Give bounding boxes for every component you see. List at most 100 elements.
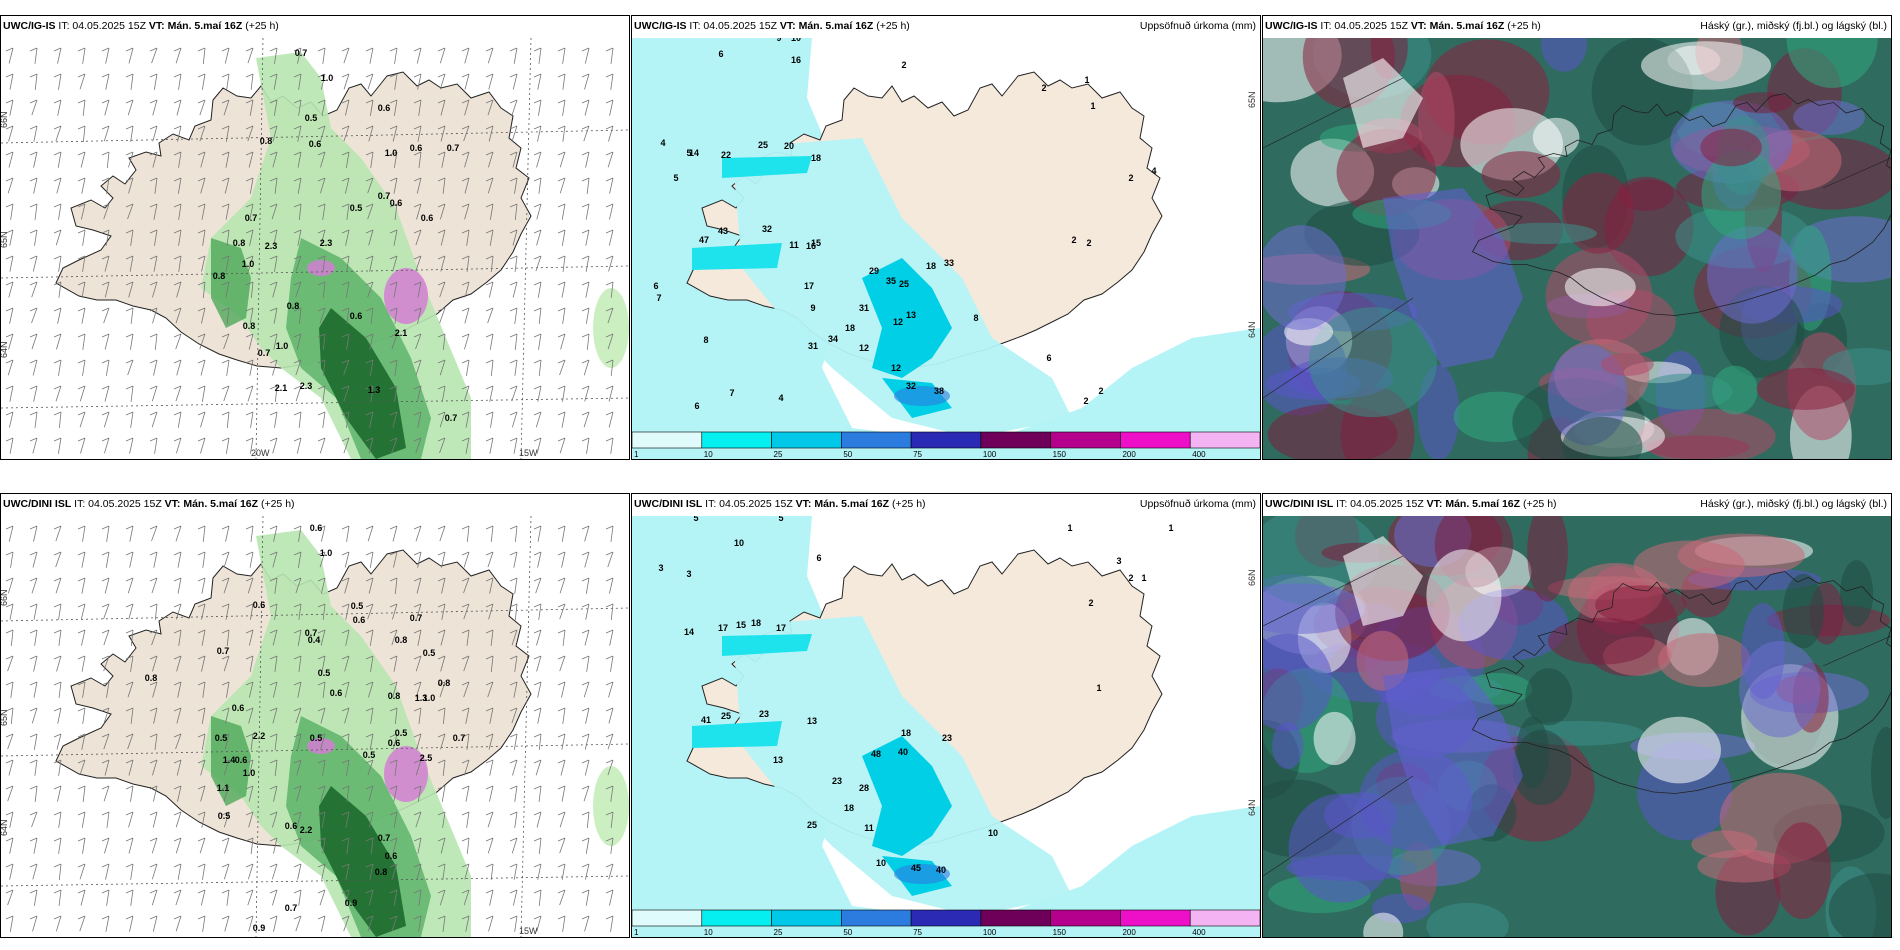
wind-barb (293, 655, 302, 672)
precip-value-label: 0.7 (305, 628, 318, 638)
wind-barb (365, 863, 374, 880)
wind-barb (149, 151, 158, 168)
wind-barb (581, 759, 590, 776)
wind-barb (125, 577, 134, 594)
wind-barb (245, 437, 254, 454)
wind-barb (389, 811, 398, 828)
wind-barb (365, 707, 374, 724)
wind-barb (509, 177, 518, 194)
wind-barb (101, 837, 110, 854)
wind-barb (509, 99, 518, 116)
cloud-patch (1527, 516, 1568, 602)
map-area[interactable]: 65N 64N 9 10 16 6 2 22 25 20 14 18 43 47 32 11 16 15 29 35 2… (632, 38, 1260, 459)
wind-barb (293, 359, 302, 376)
wind-barb (509, 151, 518, 168)
map-area[interactable]: 66N 64N 65N 15W 0.6 1.0 0.6 0.5 0.6 0.7 0.4 0.7 0.8 0… (1, 516, 629, 937)
wind-barb (413, 437, 422, 454)
wind-barb (341, 759, 350, 776)
wind-barb (293, 99, 302, 116)
wind-barb (293, 203, 302, 220)
graticule-line (1822, 157, 1891, 189)
wind-barb (269, 707, 278, 724)
wind-barb (509, 733, 518, 750)
precip-value-label: 41 (701, 715, 711, 725)
precip-value-label: 0.6 (330, 688, 343, 698)
wind-barb (389, 629, 398, 646)
wind-barb (485, 333, 494, 350)
wind-barb (125, 281, 134, 298)
wind-barb (293, 73, 302, 90)
wind-barb (389, 525, 398, 542)
precip-value-label: 13 (807, 716, 817, 726)
wind-barb (101, 889, 110, 906)
wind-barb (485, 437, 494, 454)
wind-barb (557, 359, 566, 376)
wind-barb (269, 863, 278, 880)
wind-barb (605, 203, 614, 220)
wind-barb (413, 681, 422, 698)
wind-barb (77, 655, 86, 672)
wind-barb (437, 707, 446, 724)
precip-value-label: 0.6 (390, 198, 403, 208)
wind-barb (5, 733, 14, 750)
map-area[interactable]: 66N 64N 65N 20W 15W 0.7 1.0 0.5 0.6 0.8 0.6 0.7 0.6 1… (1, 38, 629, 459)
lead-time: (+25 h) (891, 498, 926, 510)
precip-value-label: 0.9 (345, 898, 358, 908)
wind-barb (293, 281, 302, 298)
graticule-line (1263, 555, 1404, 627)
wind-barb (389, 151, 398, 168)
wind-barb (461, 785, 470, 802)
wind-barb (125, 785, 134, 802)
wind-barb (77, 333, 86, 350)
wind-barb (29, 281, 38, 298)
wind-barb (581, 603, 590, 620)
wind-barb (101, 47, 110, 64)
wind-barb (485, 837, 494, 854)
wind-barb (317, 733, 326, 750)
wind-barb (53, 811, 62, 828)
wind-barb (197, 307, 206, 324)
precip-value-label: 0.6 (385, 851, 398, 861)
wind-barb (125, 551, 134, 568)
wind-barb (533, 307, 542, 324)
precip-value-label: 15 (811, 238, 821, 248)
wind-barb (461, 759, 470, 776)
map-area[interactable] (1263, 516, 1891, 937)
wind-barb (533, 525, 542, 542)
wind-barb (269, 915, 278, 932)
wind-barb (389, 307, 398, 324)
wind-barb (221, 177, 230, 194)
wind-barb (365, 629, 374, 646)
wind-barb (125, 229, 134, 246)
wind-barb (29, 125, 38, 142)
wind-barb (557, 733, 566, 750)
wind-barb (509, 333, 518, 350)
precip-area-10 (692, 721, 782, 748)
precip-value-label: 0.5 (215, 733, 228, 743)
model-name: UWC/DINI ISL (634, 498, 703, 510)
wind-barb (461, 811, 470, 828)
precip-value-label: 16 (791, 55, 801, 65)
map-area[interactable]: 66N 64N 5 5 10 6 3 3 14 17 15 18 17 41 25 23 13 13 23 28 18 1… (632, 516, 1260, 937)
wind-barb (581, 411, 590, 428)
model-name: UWC/IG-IS (3, 20, 56, 32)
wind-barb (485, 281, 494, 298)
graticule-line (1822, 635, 1891, 667)
wind-barb (461, 203, 470, 220)
wind-barb (461, 437, 470, 454)
wind-barb (437, 437, 446, 454)
wind-barb (245, 603, 254, 620)
wind-barb (29, 525, 38, 542)
wind-barb (77, 203, 86, 220)
wind-barb (557, 655, 566, 672)
wind-barb (485, 151, 494, 168)
wind-barb (149, 255, 158, 272)
cloud-patch (1773, 822, 1831, 920)
map-area[interactable] (1263, 38, 1891, 459)
precip-value-label: 6 (718, 49, 723, 59)
wind-barb (77, 359, 86, 376)
wind-barb (437, 551, 446, 568)
wind-barb (269, 411, 278, 428)
precip-value-label: 25 (721, 711, 731, 721)
precip-value-label: 1 (1084, 75, 1089, 85)
